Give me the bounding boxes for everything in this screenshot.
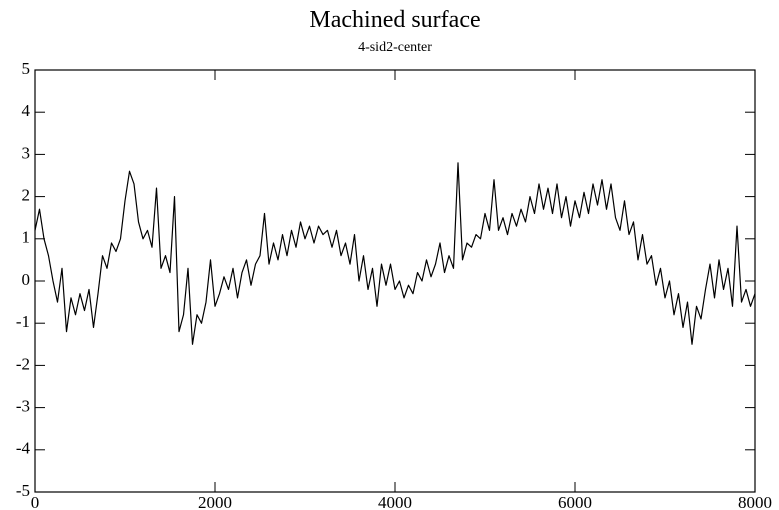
x-tick-label: 6000 bbox=[558, 493, 592, 510]
y-tick-label: 3 bbox=[22, 143, 31, 162]
y-tick-label: -3 bbox=[16, 397, 30, 416]
x-tick-label: 0 bbox=[31, 493, 40, 510]
x-tick-label: 4000 bbox=[378, 493, 412, 510]
x-tick-label: 2000 bbox=[198, 493, 232, 510]
y-tick-label: 5 bbox=[22, 59, 31, 78]
y-tick-label: 4 bbox=[22, 101, 31, 120]
x-tick-label: 8000 bbox=[738, 493, 772, 510]
data-line bbox=[34, 162, 756, 345]
y-tick-label: 1 bbox=[22, 228, 31, 247]
y-tick-label: -4 bbox=[16, 439, 31, 458]
y-tick-label: -2 bbox=[16, 354, 30, 373]
y-tick-label: 2 bbox=[22, 186, 31, 205]
y-tick-label: -1 bbox=[16, 312, 30, 331]
y-tick-label: -5 bbox=[16, 481, 30, 500]
chart-title: Machined surface bbox=[309, 7, 480, 33]
y-tick-label: 0 bbox=[22, 270, 31, 289]
chart-subtitle: 4-sid2-center bbox=[358, 40, 432, 55]
plot-frame bbox=[34, 69, 756, 493]
